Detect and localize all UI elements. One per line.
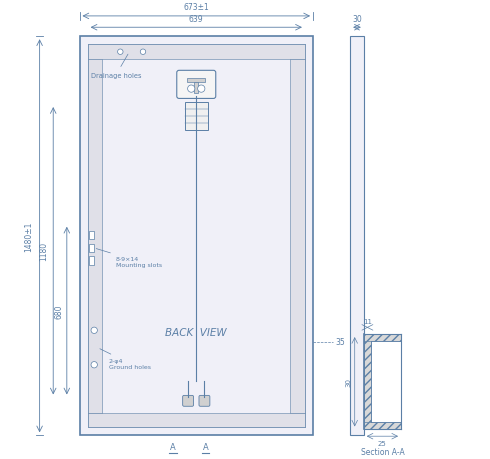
Bar (79, 37, 313, 435)
Text: Drainage holes: Drainage holes (91, 55, 141, 78)
Text: A: A (203, 442, 208, 451)
Bar (89, 231, 94, 240)
Text: 35: 35 (336, 337, 345, 346)
FancyBboxPatch shape (183, 396, 194, 406)
Text: 11: 11 (363, 318, 372, 324)
Bar (195, 83, 198, 94)
Text: 1180: 1180 (40, 242, 49, 261)
Circle shape (188, 86, 195, 93)
Text: 673±1: 673±1 (183, 3, 209, 12)
Text: 8-9×14
Mounting slots: 8-9×14 Mounting slots (96, 249, 162, 267)
Bar (89, 244, 94, 252)
FancyBboxPatch shape (199, 396, 210, 406)
Bar (88, 45, 305, 60)
Circle shape (197, 86, 205, 93)
Text: Section A-A: Section A-A (361, 447, 404, 456)
Bar (187, 79, 205, 83)
Bar (350, 37, 364, 435)
Bar (89, 257, 94, 265)
Bar (364, 335, 401, 341)
Text: 30: 30 (352, 15, 362, 24)
Circle shape (118, 50, 123, 56)
Text: BACK  VIEW: BACK VIEW (166, 327, 227, 337)
Circle shape (91, 362, 98, 368)
Bar (364, 422, 401, 430)
Bar (88, 45, 305, 427)
Bar (88, 60, 102, 413)
Circle shape (91, 327, 98, 334)
Bar (88, 413, 305, 427)
Text: 2-φ4
Ground holes: 2-φ4 Ground holes (100, 349, 151, 369)
Text: 680: 680 (54, 304, 63, 318)
Text: 639: 639 (189, 15, 203, 24)
Bar (185, 103, 208, 131)
Text: A: A (170, 442, 176, 451)
Text: 30: 30 (345, 377, 351, 386)
Circle shape (140, 50, 146, 56)
Bar (364, 335, 371, 430)
Bar (291, 60, 305, 413)
Text: 25: 25 (378, 440, 387, 446)
Text: 1480±1: 1480±1 (24, 221, 33, 252)
FancyBboxPatch shape (177, 71, 216, 99)
